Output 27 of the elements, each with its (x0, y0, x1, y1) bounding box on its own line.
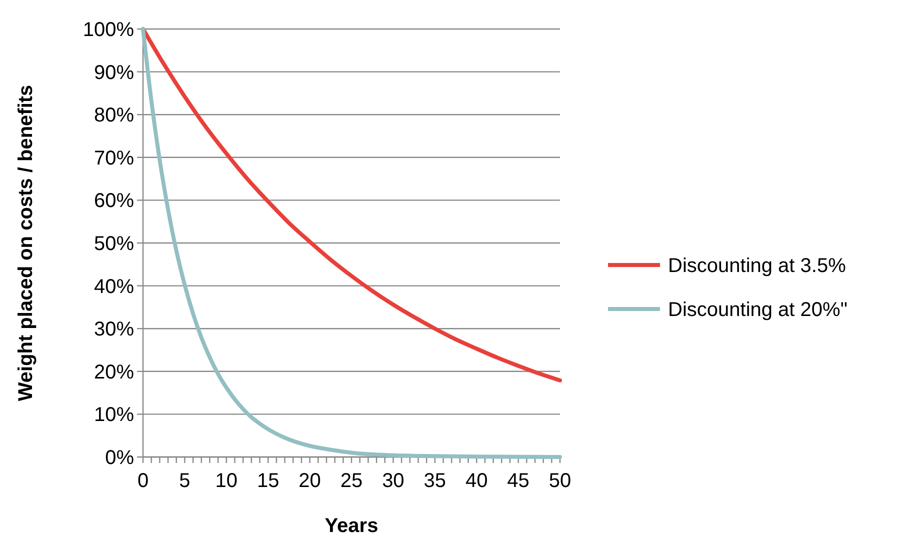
x-tick-label: 40 (465, 470, 488, 492)
x-tick-label: 5 (179, 470, 190, 492)
y-tick-label: 50% (94, 233, 134, 255)
x-tick-label: 45 (507, 470, 530, 492)
x-tick-label: 35 (424, 470, 446, 492)
y-tick-label: 40% (94, 276, 134, 298)
x-axis-title: Years (324, 515, 378, 536)
y-tick-label: 10% (94, 404, 134, 426)
line-series (141, 27, 562, 459)
y-tick-label: 60% (94, 190, 134, 212)
y-tick-label: 80% (94, 104, 134, 127)
x-tick-label: 20 (298, 470, 321, 492)
x-tick-label: 0 (137, 470, 149, 492)
y-tick-label: 90% (94, 62, 134, 84)
x-tick-label: 50 (548, 470, 572, 492)
x-tick-label: 10 (215, 470, 238, 492)
legend-label: Discounting at 20%" (668, 299, 848, 321)
y-tick-label: 20% (94, 361, 134, 384)
x-tick-label: 25 (340, 470, 363, 492)
x-tick-label: 30 (382, 470, 404, 492)
legend-label: Discounting at 3.5% (668, 255, 846, 277)
y-tick-label: 0% (105, 447, 134, 469)
y-axis-title: Weight placed on costs / benefits (15, 84, 37, 402)
y-tick-label: 30% (94, 318, 134, 341)
y-tick-label: 70% (94, 147, 134, 170)
y-tick-label: 100% (82, 19, 134, 41)
x-tick-label: 15 (256, 470, 280, 492)
